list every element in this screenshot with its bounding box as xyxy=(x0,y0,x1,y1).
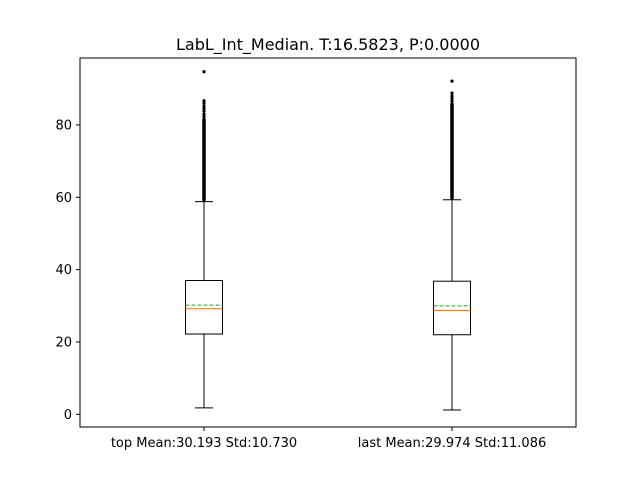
axes-frame xyxy=(79,57,577,428)
outlier-point xyxy=(202,112,206,116)
outlier-point xyxy=(202,107,206,111)
iqr-box xyxy=(185,279,223,335)
outlier-point xyxy=(450,94,454,98)
box-group xyxy=(185,70,223,409)
chart-title: LabL_Int_Median. T:16.5823, P:0.0000 xyxy=(176,35,480,55)
outlier-point xyxy=(202,101,206,105)
x-tick-label: top Mean:30.193 Std:10.730 xyxy=(111,436,297,451)
x-axis: top Mean:30.193 Std:10.730 last Mean:29.9… xyxy=(111,427,546,451)
outlier-point xyxy=(202,70,206,74)
outlier-point xyxy=(202,99,206,103)
y-tick-label: 80 xyxy=(55,118,72,133)
outlier-point xyxy=(450,96,454,101)
box-group xyxy=(433,79,471,411)
y-axis: 0 20 40 60 80 xyxy=(55,118,80,423)
iqr-box xyxy=(433,280,471,336)
x-tick-label: last Mean:29.974 Std:11.086 xyxy=(358,436,546,451)
y-tick-label: 20 xyxy=(55,335,72,350)
y-tick-label: 0 xyxy=(64,408,72,423)
outlier-point xyxy=(450,79,454,83)
outlier-point xyxy=(450,91,454,95)
y-tick-label: 60 xyxy=(55,191,72,206)
outlier-point xyxy=(202,115,206,119)
plot-area xyxy=(185,70,471,411)
outlier-point xyxy=(202,104,206,108)
y-tick-label: 40 xyxy=(55,263,72,278)
outlier-point xyxy=(202,109,206,113)
outlier-point xyxy=(450,99,454,103)
